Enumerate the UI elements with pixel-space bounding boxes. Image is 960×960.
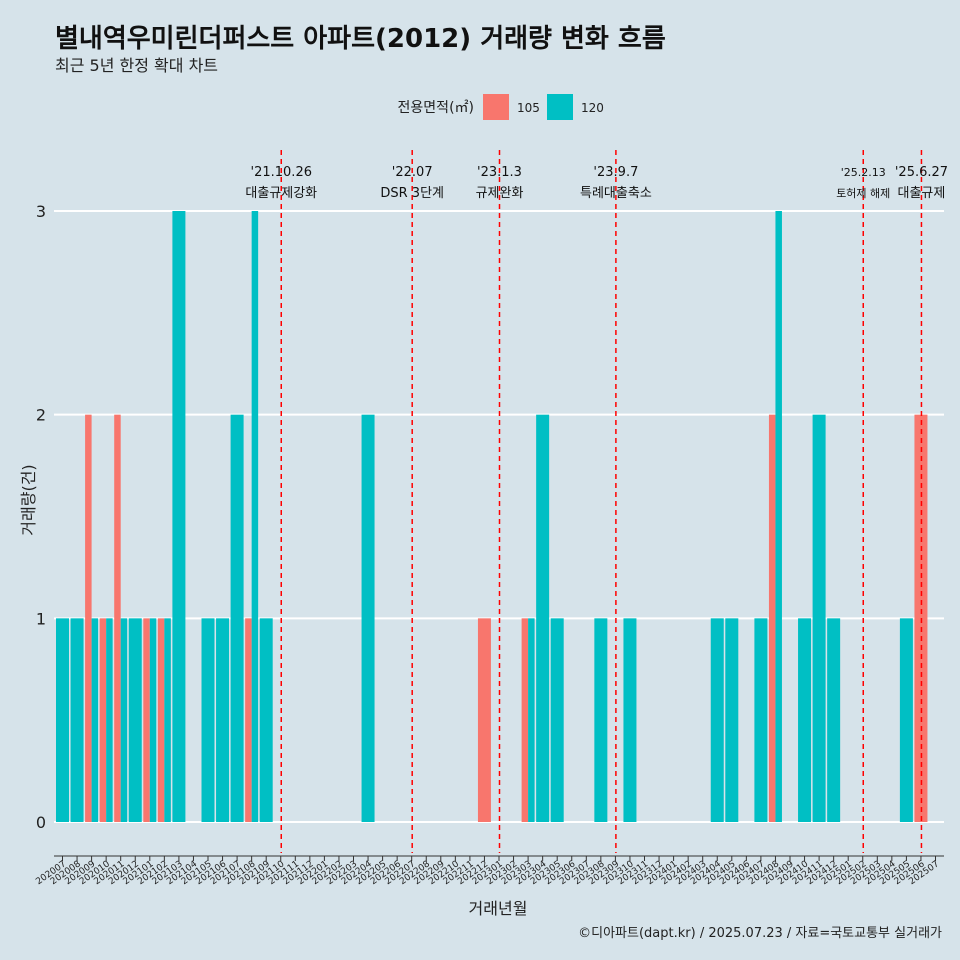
legend-label: 120 — [581, 101, 604, 115]
event-label: 규제완화 — [476, 186, 524, 201]
bar-120 — [251, 211, 259, 822]
event-date: '23.9.7 — [593, 165, 638, 180]
event-label: DSR 3단계 — [380, 186, 444, 201]
event-date: '25.6.27 — [895, 165, 948, 180]
event-date: '25.2.13 — [841, 166, 886, 179]
event-date: '23.1.3 — [477, 165, 522, 180]
bar-105 — [114, 414, 121, 822]
bar-105 — [157, 618, 165, 822]
bar-105 — [85, 414, 92, 822]
bar-120 — [70, 618, 84, 822]
event-label: 대출규제 — [898, 186, 946, 201]
event-date: '22.07 — [392, 165, 433, 180]
bar-120 — [798, 618, 812, 822]
bar-120 — [128, 618, 142, 822]
legend-swatch-105 — [483, 94, 509, 120]
bar-120 — [149, 618, 157, 822]
y-tick-label: 0 — [36, 813, 46, 832]
bar-120 — [56, 618, 69, 822]
bar-120 — [216, 618, 230, 822]
bar-120 — [899, 618, 913, 822]
bar-120 — [172, 211, 186, 822]
bar-120 — [230, 414, 244, 822]
bar-120 — [164, 618, 171, 822]
legend-swatch-120 — [547, 94, 573, 120]
event-label: 대출규제강화 — [245, 186, 317, 201]
bar-120 — [623, 618, 637, 822]
event-label: 특례대출축소 — [580, 186, 652, 201]
bar-120 — [550, 618, 564, 822]
bar-105 — [521, 618, 529, 822]
bar-120 — [812, 414, 826, 822]
legend-label: 105 — [517, 101, 540, 115]
bar-120 — [91, 618, 99, 822]
bar-120 — [827, 618, 841, 822]
bar-120 — [361, 414, 375, 822]
chart-title: 별내역우미린더퍼스트 아파트(2012) 거래량 변화 흐름 — [55, 24, 666, 54]
bar-105 — [143, 618, 150, 822]
y-tick-label: 3 — [36, 202, 46, 221]
source-caption: ©디아파트(dapt.kr) / 2025.07.23 / 자료=국토교통부 실… — [578, 926, 942, 941]
bar-105 — [477, 618, 491, 822]
x-axis-label: 거래년월 — [469, 899, 528, 918]
bar-105 — [99, 618, 107, 822]
bar-105 — [245, 618, 252, 822]
bar-120 — [120, 618, 128, 822]
bar-120 — [754, 618, 768, 822]
bar-120 — [710, 618, 724, 822]
legend-title: 전용면적(㎡) — [398, 100, 474, 116]
bar-120 — [536, 414, 550, 822]
bar-120 — [201, 618, 215, 822]
bar-120 — [106, 618, 113, 822]
y-tick-label: 1 — [36, 609, 46, 628]
y-tick-label: 2 — [36, 406, 46, 425]
bar-105 — [768, 414, 776, 822]
bar-120 — [528, 618, 535, 822]
bar-120 — [725, 618, 739, 822]
bar-120 — [775, 211, 782, 822]
bar-120 — [594, 618, 608, 822]
event-label: 토허제 해제 — [836, 186, 890, 200]
event-date: '21.10.26 — [251, 165, 312, 180]
y-axis-label: 거래량(건) — [19, 464, 38, 535]
chart-subtitle: 최근 5년 한정 확대 차트 — [55, 56, 219, 75]
bar-120 — [259, 618, 273, 822]
